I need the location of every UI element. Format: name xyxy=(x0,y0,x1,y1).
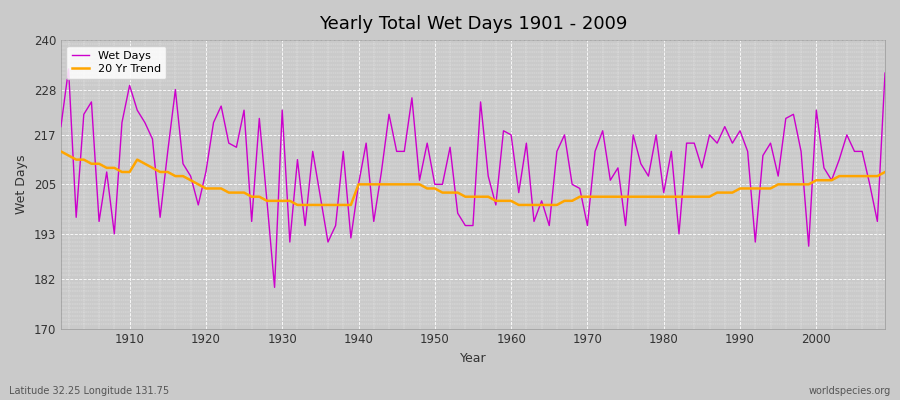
Line: Wet Days: Wet Days xyxy=(61,69,885,287)
20 Yr Trend xyxy=(117,170,128,174)
Wet Days xyxy=(346,236,356,240)
20 Yr Trend xyxy=(513,202,524,207)
Legend: Wet Days, 20 Yr Trend: Wet Days, 20 Yr Trend xyxy=(67,46,166,79)
20 Yr Trend xyxy=(284,198,295,203)
Wet Days xyxy=(513,190,524,195)
Title: Yearly Total Wet Days 1901 - 2009: Yearly Total Wet Days 1901 - 2009 xyxy=(319,15,627,33)
20 Yr Trend xyxy=(56,149,67,154)
Wet Days xyxy=(879,71,890,76)
20 Yr Trend xyxy=(506,198,517,203)
Text: Latitude 32.25 Longitude 131.75: Latitude 32.25 Longitude 131.75 xyxy=(9,386,169,396)
Wet Days xyxy=(521,141,532,146)
Y-axis label: Wet Days: Wet Days xyxy=(15,154,28,214)
Wet Days xyxy=(124,83,135,88)
X-axis label: Year: Year xyxy=(460,352,486,365)
Wet Days xyxy=(269,285,280,290)
Text: worldspecies.org: worldspecies.org xyxy=(809,386,891,396)
20 Yr Trend xyxy=(338,202,348,207)
Wet Days xyxy=(63,66,74,71)
Wet Days xyxy=(300,223,310,228)
Wet Days xyxy=(613,166,624,170)
20 Yr Trend xyxy=(605,194,616,199)
20 Yr Trend xyxy=(292,202,303,207)
Line: 20 Yr Trend: 20 Yr Trend xyxy=(61,151,885,205)
Wet Days xyxy=(56,124,67,129)
20 Yr Trend xyxy=(879,170,890,174)
